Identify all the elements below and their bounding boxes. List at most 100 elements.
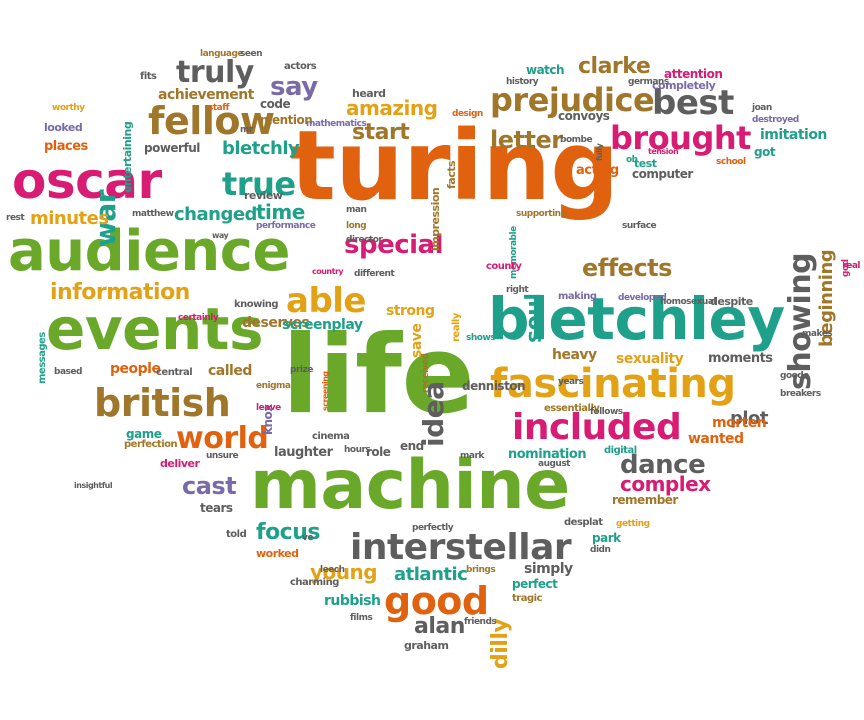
word-life: life — [282, 313, 475, 438]
word-moments: moments — [708, 351, 773, 366]
word-brought: brought — [610, 119, 751, 157]
word-prize: prize — [290, 365, 313, 375]
word-director: director — [346, 235, 383, 245]
word-homosexual: homosexual — [660, 297, 716, 307]
word-leech: leech — [320, 565, 345, 575]
word-mark: mark — [460, 451, 484, 461]
word-rubbish: rubbish — [324, 593, 381, 609]
word-effects: effects — [582, 254, 672, 282]
word-showing: showing — [783, 252, 818, 390]
word-included: included — [512, 407, 682, 448]
word-mr: mr — [240, 125, 253, 135]
word-long: long — [346, 221, 367, 231]
word-imitation: imitation — [760, 127, 827, 143]
word-making: making — [558, 291, 597, 302]
word-worked: worked — [256, 547, 299, 560]
word-developed: developed — [618, 293, 667, 303]
word-man: man — [346, 205, 367, 215]
word-complex: complex — [620, 472, 711, 496]
word-looked: looked — [44, 121, 83, 134]
word-worthy: worthy — [52, 103, 85, 113]
word-cast: cast — [182, 472, 237, 500]
word-watch: watch — [526, 63, 565, 77]
word-rest: rest — [6, 213, 25, 223]
word-wanted: wanted — [688, 431, 744, 447]
word-information: information — [50, 280, 190, 305]
word-computer: computer — [632, 167, 693, 181]
word-acting: acting — [576, 163, 619, 178]
word-powerful: powerful — [144, 141, 200, 155]
word-world: world — [176, 421, 269, 456]
word-sexuality: sexuality — [616, 351, 684, 367]
word-time: time — [256, 200, 305, 224]
word-good: good — [384, 579, 489, 623]
word-cinema: cinema — [312, 431, 350, 442]
word-school: school — [716, 157, 746, 167]
word-certainly: certainly — [178, 313, 219, 323]
word-seen: seen — [240, 49, 262, 59]
word-digital: digital — [604, 445, 637, 456]
word-tension: tension — [648, 147, 679, 156]
word-strong: strong — [386, 303, 435, 319]
word-role: role — [366, 445, 391, 459]
word-dance: dance — [620, 450, 706, 480]
word-actors: actors — [284, 61, 317, 72]
word-mathematics: mathematics — [306, 119, 367, 129]
word-knowing: knowing — [234, 299, 279, 310]
word-right: right — [506, 285, 529, 295]
word-amazing: amazing — [346, 96, 438, 120]
word-tears: tears — [200, 501, 233, 515]
word-british: british — [94, 381, 231, 425]
word-bletchly: bletchly — [222, 138, 300, 159]
word-entertaining: entertaining — [121, 122, 134, 194]
word-desplat: desplat — [564, 517, 603, 528]
word-say: say — [270, 72, 318, 102]
word-way: way — [212, 231, 229, 240]
word-simply: simply — [524, 561, 573, 577]
word-start: start — [352, 120, 410, 145]
word-changed: changed — [174, 204, 257, 225]
word-achievement: achievement — [158, 87, 254, 103]
word-despite: despite — [710, 295, 753, 308]
word-called: called — [208, 363, 252, 379]
word-language: language — [200, 49, 244, 59]
word-design: design — [452, 109, 483, 119]
word-truly: truly — [176, 55, 254, 90]
word-goode: goode — [780, 371, 809, 381]
word-denniston: denniston — [462, 379, 526, 393]
word-review: review — [244, 189, 283, 202]
word-true: true — [222, 165, 296, 203]
word-oscar: oscar — [12, 152, 162, 210]
word-supporting: supporting — [516, 209, 567, 219]
word-country: country — [312, 267, 344, 276]
word-screenplay: screenplay — [282, 317, 363, 333]
word-surface: surface — [622, 221, 657, 231]
word-getting: getting — [616, 519, 650, 529]
word-laughter: laughter — [274, 445, 333, 460]
word-perfection: perfection — [124, 439, 178, 450]
word-graham: graham — [404, 639, 449, 652]
word-makes: makes — [802, 329, 833, 339]
word-heavy: heavy — [552, 347, 597, 363]
word-deserves: deserves — [242, 315, 310, 331]
word-friends: friends — [464, 617, 497, 627]
word-central: central — [156, 367, 193, 378]
word-events: events — [46, 295, 264, 363]
word-breakers: breakers — [780, 389, 821, 399]
word-people: people — [110, 361, 161, 377]
word-perfect: perfect — [512, 577, 558, 591]
word-insightful: insightful — [74, 481, 113, 490]
word-end: end — [400, 439, 424, 453]
word-nomination: nomination — [508, 447, 587, 462]
word-young: young — [310, 560, 378, 584]
word-destroyed: destroyed — [752, 115, 799, 125]
word-bletchley: bletchley — [488, 285, 785, 353]
word-remember: remember — [612, 493, 678, 507]
word-unsure: unsure — [206, 451, 239, 461]
word-plot: plot — [730, 408, 769, 429]
word-mention: mention — [260, 113, 313, 127]
word-audience: audience — [8, 219, 290, 284]
word-joan: joan — [752, 103, 772, 113]
word-prejudice: prejudice — [490, 81, 655, 119]
